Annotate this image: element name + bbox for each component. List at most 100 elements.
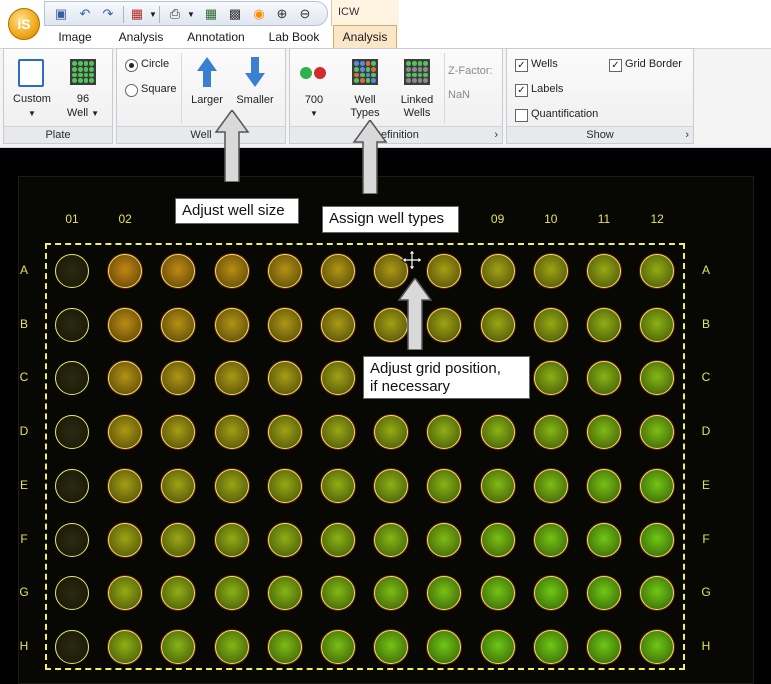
well[interactable] xyxy=(480,522,515,557)
well[interactable] xyxy=(267,629,302,664)
well[interactable] xyxy=(55,576,89,611)
well[interactable] xyxy=(108,468,143,503)
well[interactable] xyxy=(161,629,196,664)
well[interactable] xyxy=(267,361,302,396)
well[interactable] xyxy=(427,576,462,611)
well[interactable] xyxy=(374,629,409,664)
chevron-down-icon[interactable]: ▼ xyxy=(187,9,195,19)
well[interactable] xyxy=(214,307,249,342)
well[interactable] xyxy=(321,307,355,342)
qr-icon[interactable]: ▩ xyxy=(228,6,242,21)
well[interactable] xyxy=(640,468,675,503)
larger-button[interactable]: Larger xyxy=(191,94,223,106)
well[interactable] xyxy=(214,415,249,450)
well[interactable] xyxy=(640,522,675,557)
well[interactable] xyxy=(214,468,249,503)
well[interactable] xyxy=(214,522,249,557)
save-icon[interactable]: ▣ xyxy=(54,6,68,21)
well[interactable] xyxy=(108,629,143,664)
well[interactable] xyxy=(533,576,568,611)
well[interactable] xyxy=(587,468,621,503)
well[interactable] xyxy=(640,576,675,611)
well[interactable] xyxy=(480,629,515,664)
well[interactable] xyxy=(587,629,621,664)
well[interactable] xyxy=(161,361,196,396)
tab-image[interactable]: Image xyxy=(58,30,92,44)
well[interactable] xyxy=(214,254,249,288)
tab-analysis[interactable]: Analysis xyxy=(118,30,164,44)
well[interactable] xyxy=(321,522,355,557)
well[interactable] xyxy=(480,307,515,342)
well[interactable] xyxy=(55,522,89,557)
well[interactable] xyxy=(640,307,675,342)
well[interactable] xyxy=(108,361,143,396)
grid-border[interactable] xyxy=(45,243,685,670)
well[interactable] xyxy=(374,254,409,288)
export-icon[interactable]: ▦ xyxy=(204,6,218,21)
well[interactable] xyxy=(374,522,409,557)
well[interactable] xyxy=(587,307,621,342)
well[interactable] xyxy=(587,254,621,288)
well[interactable] xyxy=(267,254,302,288)
well[interactable] xyxy=(267,468,302,503)
linked-wells-button[interactable]: Linked Wells xyxy=(394,94,440,120)
well-count-label[interactable]: 96 xyxy=(76,93,90,105)
well[interactable] xyxy=(640,415,675,450)
zoom-out-icon[interactable]: ⊖ xyxy=(299,6,311,21)
well[interactable] xyxy=(427,522,462,557)
print-icon[interactable]: ⎙ xyxy=(169,6,181,21)
well[interactable] xyxy=(161,254,196,288)
layout-icon[interactable]: ▦ xyxy=(130,6,144,21)
rss-icon[interactable]: ◉ xyxy=(253,6,265,21)
well[interactable] xyxy=(640,361,675,396)
well[interactable] xyxy=(267,307,302,342)
well[interactable] xyxy=(55,254,89,288)
well[interactable] xyxy=(321,629,355,664)
undo-icon[interactable]: ↶ xyxy=(79,6,91,21)
well[interactable] xyxy=(533,415,568,450)
smaller-arrow-icon[interactable] xyxy=(245,57,265,87)
well[interactable] xyxy=(427,254,462,288)
tab-annotation[interactable]: Annotation xyxy=(187,30,245,44)
smaller-button[interactable]: Smaller xyxy=(236,94,274,106)
well[interactable] xyxy=(427,307,462,342)
well[interactable] xyxy=(108,307,143,342)
well[interactable] xyxy=(374,468,409,503)
well-types-button[interactable]: Well Types xyxy=(342,94,388,120)
well[interactable] xyxy=(587,576,621,611)
wells-checkbox[interactable]: ✓ xyxy=(515,59,528,72)
well[interactable] xyxy=(587,415,621,450)
circle-radio[interactable] xyxy=(125,59,138,72)
well[interactable] xyxy=(480,468,515,503)
well[interactable] xyxy=(533,254,568,288)
labels-checkbox[interactable]: ✓ xyxy=(515,84,528,97)
well[interactable] xyxy=(640,254,675,288)
well[interactable] xyxy=(267,576,302,611)
well-dropdown-button[interactable]: Well ▼ xyxy=(60,107,106,120)
well[interactable] xyxy=(480,415,515,450)
well[interactable] xyxy=(321,254,355,288)
well[interactable] xyxy=(321,415,355,450)
well[interactable] xyxy=(427,415,462,450)
well[interactable] xyxy=(427,629,462,664)
well[interactable] xyxy=(108,254,143,288)
well[interactable] xyxy=(587,361,621,396)
well[interactable] xyxy=(55,361,89,396)
well[interactable] xyxy=(374,307,409,342)
well[interactable] xyxy=(161,576,196,611)
dialog-launcher-icon[interactable]: › xyxy=(685,129,689,141)
well[interactable] xyxy=(161,468,196,503)
redo-icon[interactable]: ↷ xyxy=(102,6,114,21)
well[interactable] xyxy=(55,307,89,342)
well[interactable] xyxy=(321,576,355,611)
well[interactable] xyxy=(161,522,196,557)
well[interactable] xyxy=(533,307,568,342)
channel-label[interactable]: 700 xyxy=(304,94,324,106)
well[interactable] xyxy=(161,415,196,450)
grid-border-checkbox[interactable]: ✓ xyxy=(609,59,622,72)
well[interactable] xyxy=(533,468,568,503)
well[interactable] xyxy=(55,415,89,450)
well[interactable] xyxy=(321,361,355,396)
well[interactable] xyxy=(321,468,355,503)
well[interactable] xyxy=(533,629,568,664)
